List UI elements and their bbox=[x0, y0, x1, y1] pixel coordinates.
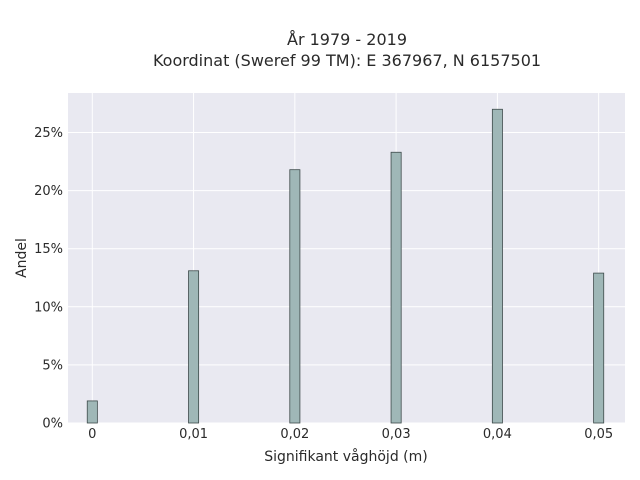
bar bbox=[491, 108, 503, 424]
x-tick-label: 0,05 bbox=[584, 427, 613, 442]
y-tick-label: 5% bbox=[42, 358, 63, 373]
y-axis-label: Andel bbox=[14, 238, 30, 278]
x-axis-ticks: 0 0,01 0,02 0,03 0,04 0,05 bbox=[88, 427, 613, 442]
x-tick-label: 0,04 bbox=[483, 427, 512, 442]
bar bbox=[188, 270, 200, 424]
x-tick-label: 0 bbox=[88, 427, 96, 442]
x-tick-label: 0,02 bbox=[280, 427, 309, 442]
y-tick-label: 0% bbox=[42, 417, 63, 432]
bar bbox=[289, 169, 301, 424]
y-axis-ticks: 0% 5% 10% 15% 20% 25% bbox=[34, 126, 63, 431]
y-tick-label: 15% bbox=[34, 242, 63, 257]
chart-title-line-2: Koordinat (Sweref 99 TM): E 367967, N 61… bbox=[153, 51, 541, 70]
x-axis-label: Signifikant våghöjd (m) bbox=[264, 448, 427, 465]
bar bbox=[593, 272, 605, 424]
bar bbox=[390, 151, 402, 424]
x-tick-label: 0,03 bbox=[382, 427, 411, 442]
bar bbox=[86, 400, 98, 424]
y-tick-label: 10% bbox=[34, 300, 63, 315]
bars bbox=[86, 108, 605, 424]
plot-area bbox=[68, 93, 625, 423]
y-tick-label: 25% bbox=[34, 126, 63, 141]
chart-title-line-1: År 1979 - 2019 bbox=[287, 30, 407, 49]
y-tick-label: 20% bbox=[34, 184, 63, 199]
x-tick-label: 0,01 bbox=[179, 427, 208, 442]
